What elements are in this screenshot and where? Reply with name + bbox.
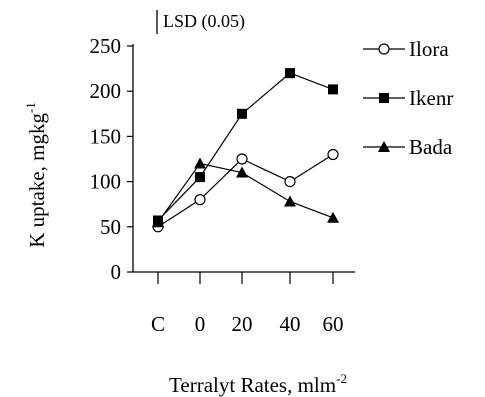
legend-label-ilora: Ilora xyxy=(409,37,449,61)
chart-axes: 0 50 100 150 200 250 C 0 20 40 60 xyxy=(90,34,355,336)
x-tick-label-60: 60 xyxy=(323,312,344,336)
legend-item-bada: Bada xyxy=(363,135,453,159)
y-tick-label-0: 0 xyxy=(111,260,122,284)
y-axis-title-text: K uptake, mgkg xyxy=(25,113,49,248)
y-tick-label-100: 100 xyxy=(90,170,122,194)
x-axis-title-superscript: -2 xyxy=(336,371,347,386)
data-point-ikenr-20 xyxy=(237,108,247,119)
y-tick-label-50: 50 xyxy=(100,215,121,239)
x-tick-label-40: 40 xyxy=(280,312,301,336)
data-point-ikenr-40 xyxy=(285,68,295,79)
lsd-annotation: LSD (0.05) xyxy=(156,10,245,34)
y-axis-title: K uptake, mgkg-1 xyxy=(23,102,49,248)
legend-marker-ilora xyxy=(378,43,390,55)
series-ikenr xyxy=(153,68,338,226)
data-point-bada-0 xyxy=(194,157,206,169)
data-point-bada-20 xyxy=(236,166,248,178)
data-point-ilora-40 xyxy=(284,176,296,188)
lsd-label: LSD (0.05) xyxy=(163,11,245,32)
legend-label-bada: Bada xyxy=(409,135,453,159)
y-axis-title-superscript: -1 xyxy=(23,102,38,113)
data-point-bada-C xyxy=(152,216,164,228)
y-tick-label-250: 250 xyxy=(90,34,122,58)
data-point-bada-40 xyxy=(284,195,296,207)
data-point-ilora-0 xyxy=(194,194,206,206)
series-line-ilora xyxy=(157,153,334,228)
x-axis-title: Terralyt Rates, mlm-2 xyxy=(169,371,347,397)
legend-marker-bada xyxy=(378,141,390,152)
legend-marker-ikenr xyxy=(379,93,389,103)
data-point-ikenr-0 xyxy=(195,172,205,183)
data-point-ilora-60 xyxy=(327,148,339,161)
chart-series-layer xyxy=(152,68,339,233)
x-axis-title-text: Terralyt Rates, mlm xyxy=(169,373,336,397)
y-tick-label-200: 200 xyxy=(90,79,122,103)
legend-item-ikenr: Ikenr xyxy=(363,86,453,110)
data-point-bada-60 xyxy=(327,211,339,223)
legend-label-ikenr: Ikenr xyxy=(409,86,453,110)
series-line-ikenr xyxy=(157,72,334,221)
legend-item-ilora: Ilora xyxy=(363,37,449,61)
x-tick-label-0: 0 xyxy=(195,312,206,336)
y-tick-label-150: 150 xyxy=(90,124,122,148)
data-point-ikenr-60 xyxy=(328,84,338,95)
series-bada xyxy=(152,157,339,228)
chart-legend: Ilora Ikenr Bada xyxy=(363,37,453,159)
x-tick-label-20: 20 xyxy=(232,312,253,336)
x-tick-label-C: C xyxy=(151,312,165,336)
data-point-ilora-20 xyxy=(236,153,248,165)
series-ilora xyxy=(152,148,339,233)
